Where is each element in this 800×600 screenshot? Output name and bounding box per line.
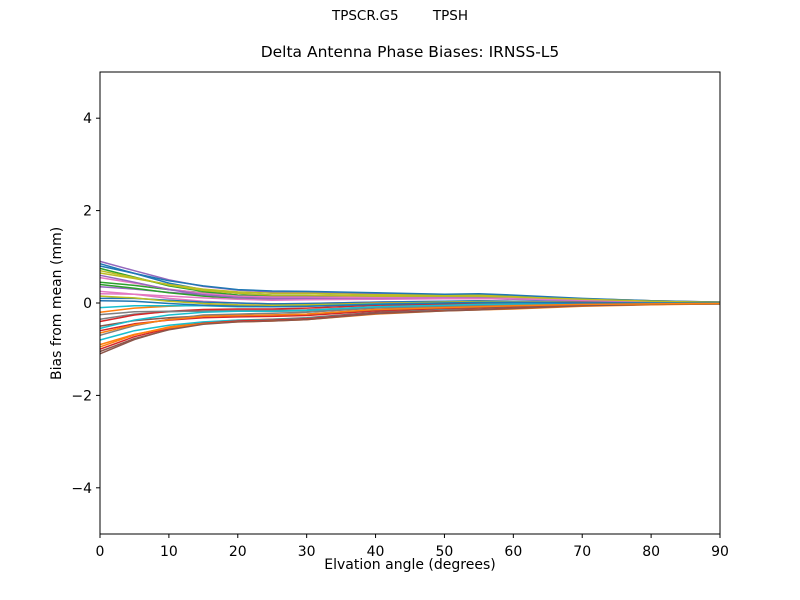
series-line-s29	[99, 269, 721, 304]
series-line-s31	[99, 299, 720, 308]
series-line-s27	[99, 293, 721, 304]
x-tick-label: 40	[367, 544, 385, 560]
figure-suptitle: TPSCR.G5 TPSH	[331, 8, 469, 24]
x-tick-label: 50	[436, 544, 454, 560]
x-tick-label: 70	[573, 544, 591, 560]
x-tick-label: 10	[160, 544, 178, 560]
y-tick-label: 0	[83, 296, 92, 312]
x-axis-label: Elvation angle (degrees)	[324, 557, 496, 573]
x-tick-label: 30	[298, 544, 316, 560]
y-tick-label: 4	[83, 111, 92, 127]
x-tick-label: 0	[96, 544, 105, 560]
x-tick-label: 80	[642, 544, 660, 560]
x-tick-label: 90	[711, 544, 729, 560]
y-tick-label: −4	[71, 481, 92, 497]
series-line-s26	[99, 303, 721, 353]
y-tick-label: −2	[71, 388, 92, 404]
y-tick-label: 2	[83, 204, 92, 220]
series-line-s21	[99, 265, 721, 303]
series-line-s32	[99, 302, 721, 334]
x-tick-label: 20	[229, 544, 247, 560]
x-tick-label: 60	[504, 544, 522, 560]
axes-title: Delta Antenna Phase Biases: IRNSS-L5	[260, 43, 560, 61]
